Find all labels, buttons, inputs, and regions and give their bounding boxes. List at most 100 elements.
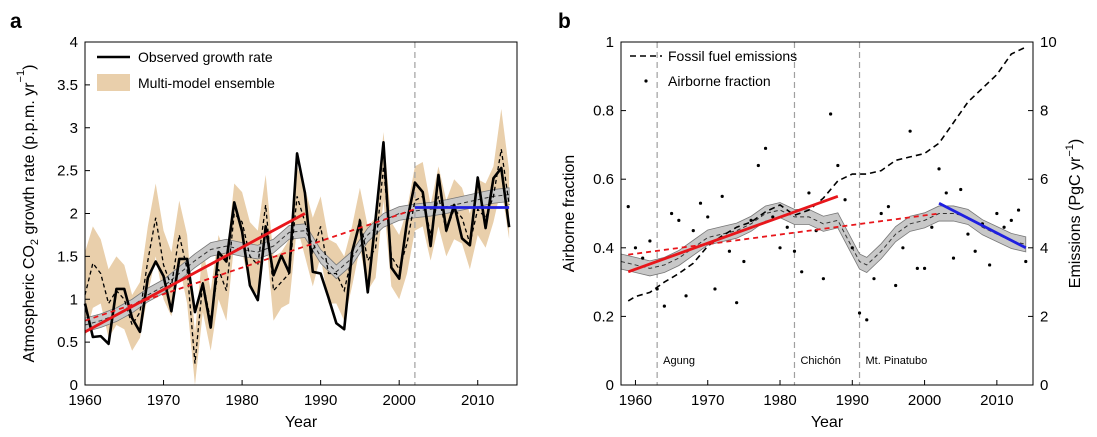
y-tick-label: 0.8 bbox=[593, 103, 614, 120]
x-tick-label: 2000 bbox=[382, 392, 415, 409]
airborne-point bbox=[908, 129, 912, 133]
airborne-point bbox=[778, 246, 782, 250]
legend-airborne-swatch bbox=[644, 79, 648, 83]
airborne-point bbox=[669, 211, 674, 216]
y2-tick-label: 10 bbox=[1040, 34, 1057, 51]
y-tick-label: 0.2 bbox=[593, 308, 614, 325]
y2-tick-label: 0 bbox=[1040, 377, 1048, 394]
y-tick-label: 1 bbox=[70, 291, 78, 308]
airborne-point bbox=[763, 146, 768, 150]
y-tick-label: 1.5 bbox=[57, 248, 78, 265]
airborne-point bbox=[829, 112, 833, 116]
airborne-point bbox=[742, 259, 746, 264]
legend-emissions-label: Fossil fuel emissions bbox=[668, 48, 797, 64]
panel-letter-a: a bbox=[10, 10, 22, 33]
airborne-point bbox=[1016, 208, 1021, 212]
airborne-point bbox=[727, 249, 732, 253]
x-axis-label: Year bbox=[285, 414, 318, 431]
panel-a: a 1960 1970 1980 1990 2000 2010 0 0.5 1 1.5 2 2.5 3 3.… bbox=[10, 10, 518, 431]
y2-tick-label: 2 bbox=[1040, 308, 1048, 325]
y-tick-label: 0.6 bbox=[593, 171, 614, 188]
panel-letter-b: b bbox=[558, 10, 571, 33]
airborne-point bbox=[857, 311, 862, 315]
panel-b: b Agung Chichón Mt. Pinatubo 1960 1970 1980 199… bbox=[558, 10, 1084, 431]
y-tick-label: 0.5 bbox=[57, 334, 78, 351]
airborne-point bbox=[865, 318, 869, 322]
airborne-point bbox=[691, 229, 695, 233]
x-tick-label: 1970 bbox=[147, 392, 180, 409]
y-tick-label: 3.5 bbox=[57, 77, 78, 94]
airborne-point bbox=[785, 225, 789, 229]
y-axis-label: Atmospheric CO2 growth rate (p.p.m. yr−1… bbox=[15, 65, 41, 363]
y2-tick-label: 4 bbox=[1040, 240, 1048, 257]
y2-axis-label: Emissions (PgC yr−1) bbox=[1064, 139, 1084, 288]
x-tick-label: 1990 bbox=[836, 392, 869, 409]
airborne-point bbox=[951, 256, 956, 260]
x-tick-label: 1980 bbox=[763, 392, 796, 409]
trend-line-1 bbox=[627, 195, 839, 274]
y-tick-label: 1 bbox=[606, 34, 614, 51]
airborne-point bbox=[677, 218, 681, 222]
eruption-label-3: Mt. Pinatubo bbox=[866, 355, 928, 367]
airborne-point bbox=[959, 187, 963, 192]
airborne-point bbox=[800, 270, 804, 274]
airborne-point bbox=[894, 283, 898, 288]
x-tick-label: 2010 bbox=[461, 392, 494, 409]
x-tick-label: 1970 bbox=[691, 392, 724, 409]
y-tick-label: 2 bbox=[70, 206, 78, 223]
airborne-point bbox=[655, 287, 659, 291]
airborne-point bbox=[749, 218, 753, 222]
airborne-point bbox=[713, 287, 717, 291]
airborne-point bbox=[879, 211, 883, 216]
trend-line-3 bbox=[938, 201, 1027, 250]
x-tick-label: 2000 bbox=[908, 392, 941, 409]
airborne-point bbox=[641, 256, 645, 260]
airborne-point bbox=[626, 205, 630, 209]
y2-tick-label: 8 bbox=[1040, 103, 1048, 120]
airborne-point bbox=[771, 215, 775, 219]
y2-tick-label: 6 bbox=[1040, 171, 1048, 188]
eruption-label-2: Chichón bbox=[800, 355, 840, 367]
y-tick-label: 0.4 bbox=[593, 240, 614, 257]
emissions-line bbox=[627, 46, 1027, 302]
airborne-point bbox=[807, 191, 811, 195]
airborne-point bbox=[922, 266, 927, 270]
legend-ensemble-swatch bbox=[97, 74, 130, 91]
x-tick-label: 1960 bbox=[68, 392, 101, 409]
y-tick-label: 0 bbox=[70, 377, 78, 394]
smoothed-band bbox=[620, 202, 1027, 277]
x-tick-label: 2010 bbox=[980, 392, 1013, 409]
airborne-point bbox=[1009, 218, 1013, 222]
airborne-point bbox=[937, 167, 941, 171]
x-tick-label: 1980 bbox=[225, 392, 258, 409]
airborne-point bbox=[698, 201, 703, 205]
airborne-point bbox=[850, 246, 854, 250]
legend-observed-label: Observed growth rate bbox=[138, 49, 273, 65]
plot-frame bbox=[620, 41, 1034, 386]
airborne-point bbox=[915, 266, 919, 270]
airborne-point bbox=[988, 263, 992, 267]
eruption-label-1: Agung bbox=[663, 355, 695, 367]
legend-airborne-label: Airborne fraction bbox=[668, 73, 771, 89]
airborne-point bbox=[821, 277, 825, 281]
airborne-point bbox=[1024, 259, 1028, 264]
airborne-point bbox=[720, 194, 724, 198]
observed-line bbox=[83, 141, 511, 346]
trend-line-1 bbox=[84, 212, 306, 334]
airborne-point bbox=[901, 246, 905, 250]
x-tick-label: 1960 bbox=[619, 392, 652, 409]
airborne-point bbox=[792, 249, 797, 253]
airborne-point bbox=[633, 246, 638, 250]
y-tick-label: 2.5 bbox=[57, 163, 78, 180]
airborne-point bbox=[843, 198, 847, 202]
ensemble-band bbox=[85, 108, 510, 385]
y-tick-label: 0 bbox=[606, 377, 614, 394]
airborne-point bbox=[662, 304, 666, 308]
y-tick-label: 3 bbox=[70, 120, 78, 137]
airborne-point bbox=[836, 163, 840, 168]
airborne-point bbox=[735, 301, 739, 305]
airborne-point bbox=[886, 205, 891, 209]
y-tick-label: 4 bbox=[70, 34, 78, 51]
x-tick-label: 1990 bbox=[304, 392, 337, 409]
